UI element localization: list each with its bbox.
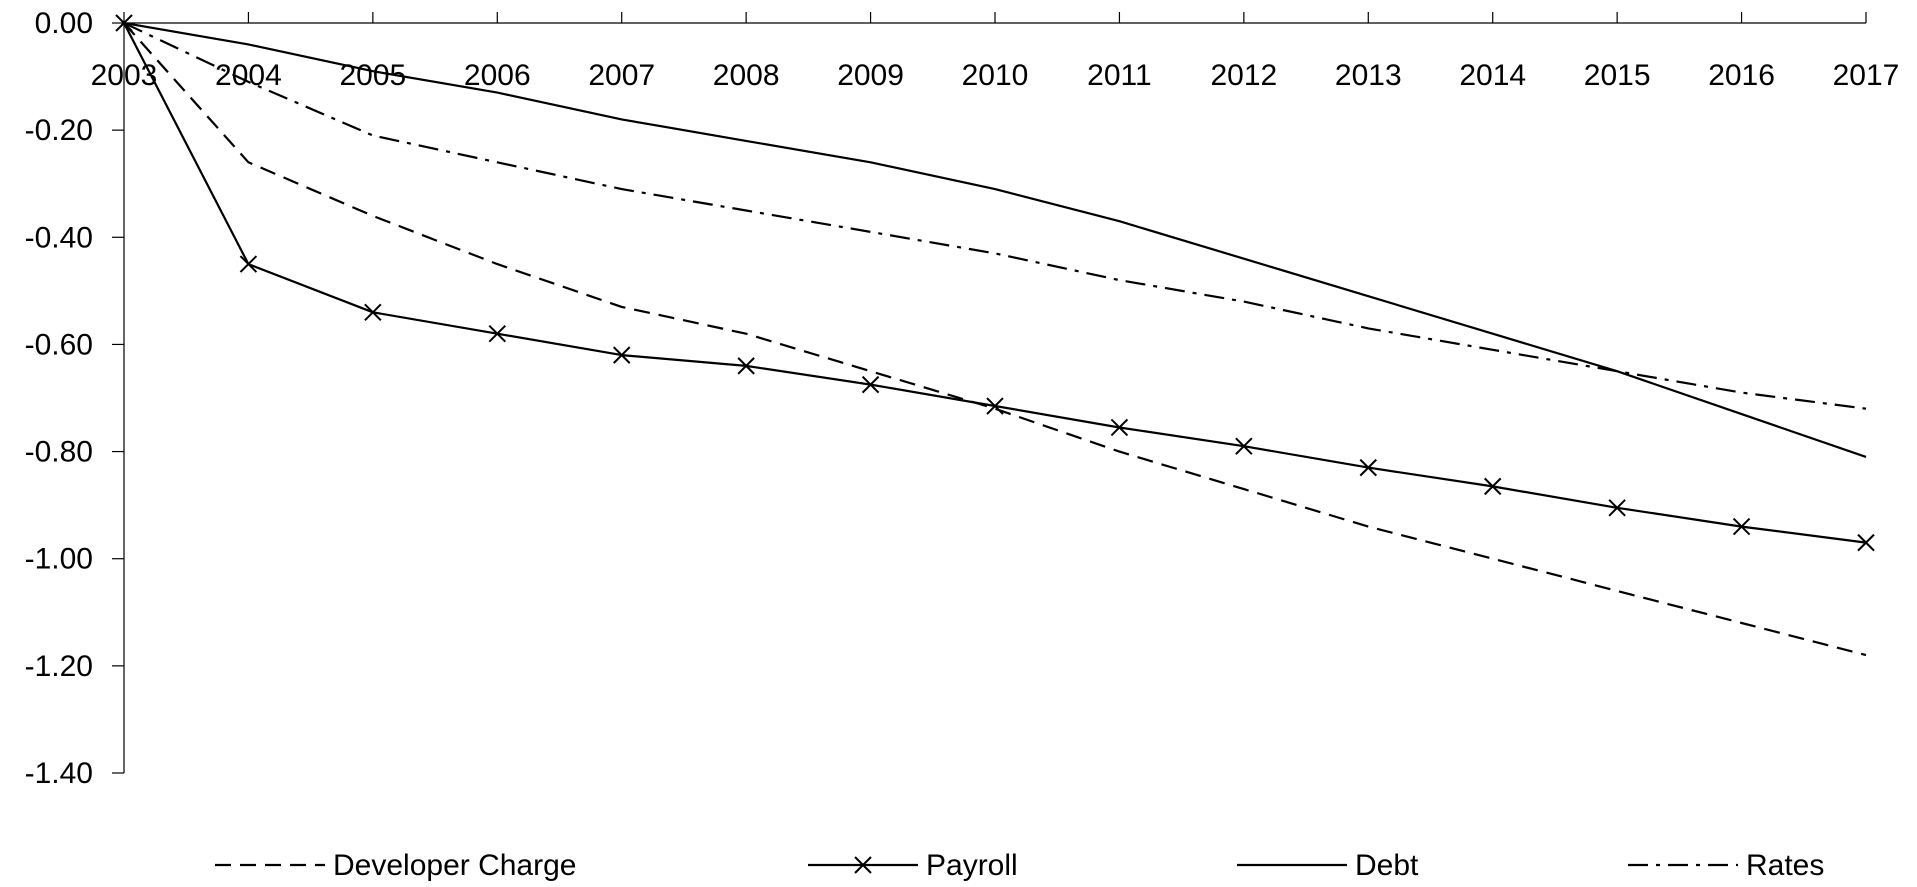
legend-item-payroll: Payroll — [808, 849, 1018, 882]
y-tick-label: -0.40 — [25, 221, 93, 254]
x-tick-label: 2017 — [1833, 59, 1900, 92]
y-tick-label: -0.60 — [25, 328, 93, 361]
data-point-payroll — [1359, 458, 1377, 477]
y-tick-label: -0.80 — [25, 436, 93, 469]
x-tick-label: 2008 — [713, 59, 780, 92]
series-line-payroll — [123, 22, 1867, 544]
data-point-payroll — [1235, 437, 1253, 455]
x-tick-label: 2007 — [588, 59, 655, 92]
x-tick-label: 2016 — [1708, 59, 1775, 92]
legend-marker-x-icon — [854, 856, 872, 874]
data-point-payroll — [861, 375, 880, 394]
data-point-payroll — [613, 346, 631, 364]
legend: Developer Charge Payroll Debt Rates — [215, 849, 1824, 882]
x-tick-label: 2003 — [91, 59, 158, 92]
legend-label: Rates — [1746, 849, 1824, 882]
data-point-payroll — [986, 397, 1004, 415]
y-tick-label: -1.40 — [25, 757, 93, 790]
x-tick-label: 2009 — [837, 59, 904, 92]
series-line-developer-charge — [123, 22, 1867, 657]
data-point-payroll — [1110, 418, 1129, 437]
axes: 0.00 -0.20 -0.40 -0.60 -0.80 -1.00 -1.20 -1.40 2… — [25, 7, 1900, 790]
series-line-debt — [123, 21, 1867, 458]
legend-label: Developer Charge — [333, 849, 576, 882]
data-point-payroll — [1732, 517, 1751, 536]
data-point-payroll — [1608, 499, 1626, 517]
data-point-payroll — [364, 303, 382, 321]
data-point-payroll — [737, 357, 755, 375]
x-tick-label: 2015 — [1584, 59, 1651, 92]
data-point-payroll — [488, 325, 506, 343]
y-tick-label: 0.00 — [35, 7, 93, 40]
legend-item-rates: Rates — [1628, 849, 1824, 882]
x-tick-label: 2011 — [1087, 59, 1152, 92]
x-tick-label: 2012 — [1210, 59, 1277, 92]
legend-item-debt: Debt — [1237, 849, 1419, 882]
y-tick-label: -0.20 — [25, 114, 93, 147]
data-point-payroll — [1857, 533, 1875, 552]
legend-label: Debt — [1355, 849, 1419, 882]
x-tick-label: 2004 — [215, 59, 282, 92]
legend-item-developer-charge: Developer Charge — [215, 849, 576, 882]
series-group — [115, 14, 1875, 657]
data-point-payroll — [1484, 477, 1502, 496]
x-tick-label: 2006 — [464, 59, 531, 92]
y-tick-label: -1.20 — [25, 650, 93, 683]
series-line-rates — [123, 22, 1867, 410]
data-point-payroll — [239, 255, 258, 273]
x-tick-label: 2013 — [1335, 59, 1402, 92]
y-tick-label: -1.00 — [25, 543, 93, 576]
x-tick-label: 2014 — [1459, 59, 1526, 92]
x-tick-label: 2010 — [962, 59, 1029, 92]
legend-label: Payroll — [926, 849, 1018, 882]
